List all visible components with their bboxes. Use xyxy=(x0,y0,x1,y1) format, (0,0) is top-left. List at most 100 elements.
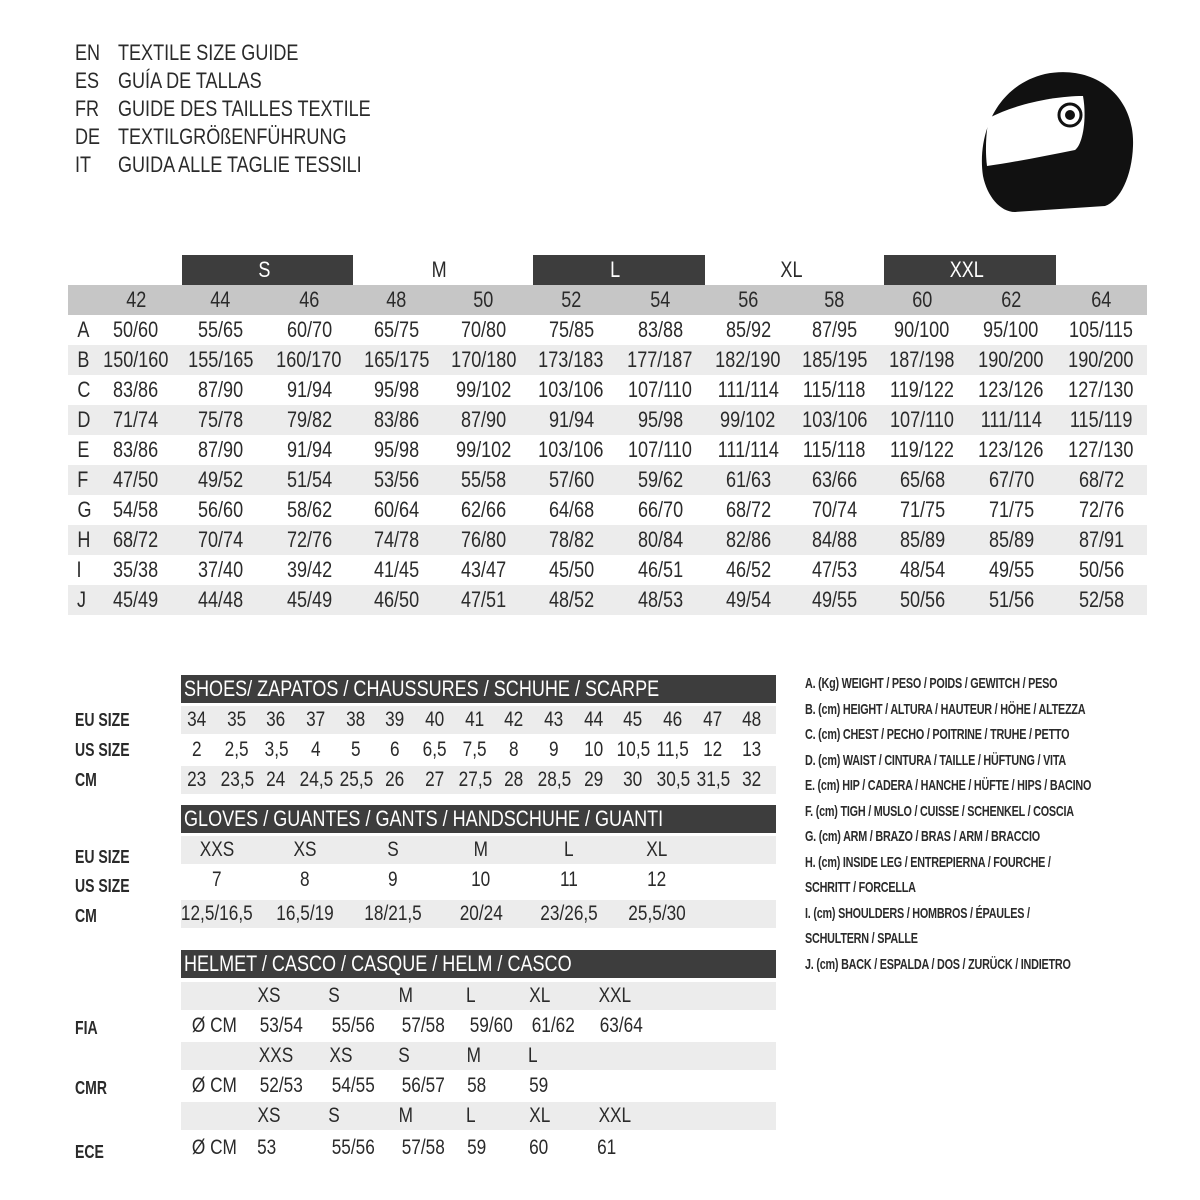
table-cell: 59/62 xyxy=(615,465,705,495)
cell-value: 115/118 xyxy=(803,437,866,462)
helmet-circumference: 52/53 xyxy=(255,1072,308,1100)
table-row: E 83/86 87/90 91/94 95/98 99/102 103/106 107/11… xyxy=(68,435,1147,465)
shoe-size: 10,5 xyxy=(613,736,653,764)
table-cell: 107/110 xyxy=(616,435,705,465)
table-cell: 150/160 xyxy=(96,345,176,375)
helmet-size-row: XS S M L XL XXL xyxy=(181,1102,776,1130)
helmet-value-row: Ø CM 52/53 54/55 56/57 58 59 xyxy=(181,1072,776,1100)
helmet-value: 57/58 xyxy=(401,1136,445,1159)
cell-value: 177/187 xyxy=(627,347,693,372)
cell-value: 47/51 xyxy=(460,587,507,612)
helmet-size-row: XXS XS S M L xyxy=(181,1042,776,1070)
cell-value: 107/110 xyxy=(628,437,692,462)
shoe-size-value: 6 xyxy=(390,738,400,761)
section-title: GLOVES / GUANTES / GANTS / HANDSCHUHE / … xyxy=(184,806,664,831)
legend-item: SCHRITT / FORCELLA xyxy=(805,877,959,899)
cell-value: 64/68 xyxy=(548,497,594,522)
cell-value: 111/114 xyxy=(980,407,1042,432)
helmet-circumference: 59 xyxy=(527,1072,550,1100)
gloves-header: GLOVES / GUANTES / GANTS / HANDSCHUHE / … xyxy=(181,805,776,833)
helmet-circumference: 60 xyxy=(527,1134,550,1162)
legend-item: D. (cm) WAIST / CINTURA / TAILLE / HÜFTU… xyxy=(805,750,1168,772)
gloves-eu-row: XXS XS S M L XL xyxy=(181,836,776,864)
cell-value: 83/88 xyxy=(637,317,683,342)
table-cell: 80/84 xyxy=(615,525,705,555)
cell-value: 95/98 xyxy=(637,407,683,432)
shoe-size: 7,5 xyxy=(455,736,495,764)
shoe-size: 44 xyxy=(574,706,614,734)
shoe-size: 41 xyxy=(455,706,495,734)
shoe-size-value: 43 xyxy=(544,708,564,731)
legend-text: I. (cm) SHOULDERS / HOMBROS / ÉPAULES / xyxy=(805,904,1030,922)
table-cell: 65/68 xyxy=(877,465,967,495)
shoe-size: 27,5 xyxy=(455,766,495,794)
helmet-size: L xyxy=(527,1042,539,1070)
table-cell: 60/64 xyxy=(353,495,441,525)
cell-value: 91/94 xyxy=(286,377,332,402)
eu-size-header: 62 xyxy=(966,285,1056,315)
helmet-size: L xyxy=(465,982,477,1010)
table-cell: 71/74 xyxy=(96,405,176,435)
table-cell: 39/42 xyxy=(266,555,353,585)
shoe-size: 47 xyxy=(693,706,733,734)
cell-value: 170/180 xyxy=(450,347,517,372)
table-cell: 173/183 xyxy=(526,345,616,375)
shoe-size: 28 xyxy=(494,766,534,794)
glove-size-value: 12 xyxy=(647,868,667,891)
language-code: IT xyxy=(75,152,92,177)
eu-size-header: 46 xyxy=(265,285,353,315)
table-row: G 54/58 56/60 58/62 60/64 62/66 64/68 66/70 68/7… xyxy=(68,495,1147,525)
shoe-size: 37 xyxy=(296,706,336,734)
shoe-size: 23,5 xyxy=(217,766,257,794)
row-label: J xyxy=(76,587,87,612)
size-band-label: XL xyxy=(779,257,803,282)
helmet-value-row: Ø CM 53 55/56 57/58 59 60 61 xyxy=(181,1134,776,1162)
glove-size-value: XS xyxy=(293,838,317,861)
cell-value: 44/48 xyxy=(197,587,244,612)
table-cell: 41/45 xyxy=(353,555,441,585)
cell-value: 65/68 xyxy=(899,467,945,492)
shoe-size: 42 xyxy=(494,706,534,734)
cell-value: 55/58 xyxy=(460,467,507,492)
shoe-size-value: 7,5 xyxy=(462,738,487,761)
eu-size: 56 xyxy=(737,287,759,312)
table-cell: 66/70 xyxy=(616,495,705,525)
eu-size: 42 xyxy=(125,287,146,312)
helmet-value: 57/58 xyxy=(401,1014,445,1037)
cell-value: 85/89 xyxy=(988,527,1034,552)
shoe-size: 25,5 xyxy=(336,766,376,794)
table-cell: 85/92 xyxy=(705,315,792,345)
table-cell: 155/165 xyxy=(175,345,266,375)
shoe-size-value: 35 xyxy=(226,708,247,731)
shoe-size: 36 xyxy=(256,706,296,734)
cell-value: 83/86 xyxy=(373,407,420,432)
glove-size: 25,5/30 xyxy=(613,900,701,928)
glove-size-value: 10 xyxy=(471,868,491,891)
helmet-size: XL xyxy=(527,1102,553,1130)
table-cell: 85/89 xyxy=(966,525,1056,555)
cell-value: 43/47 xyxy=(460,557,507,582)
table-cell: 79/82 xyxy=(265,405,353,435)
glove-size: 11 xyxy=(525,866,613,894)
shoe-size-value: 23,5 xyxy=(220,768,254,791)
table-row: J 45/49 44/48 45/49 46/50 47/51 48/52 48/53 49/5… xyxy=(68,585,1147,615)
cell-value: 127/130 xyxy=(1068,437,1134,462)
helmet-value: 52/53 xyxy=(259,1074,303,1097)
table-cell: 119/122 xyxy=(878,435,967,465)
cell-value: 90/100 xyxy=(894,317,950,342)
cell-value: 87/90 xyxy=(460,407,507,432)
helmet-unit: Ø CM xyxy=(187,1012,242,1040)
row-label-text: CM xyxy=(75,770,97,790)
measurement-letter: F xyxy=(68,465,96,495)
shoe-size: 12 xyxy=(693,736,733,764)
table-cell: 46/50 xyxy=(352,585,441,615)
cell-value: 99/102 xyxy=(720,407,776,432)
shoe-size: 30,5 xyxy=(653,766,693,794)
table-cell: 182/190 xyxy=(704,345,792,375)
helmet-size: M xyxy=(465,1042,483,1070)
helmet-value: 54/55 xyxy=(331,1074,375,1097)
helmet-size-value: XXS xyxy=(258,1044,294,1067)
table-cell: 43/47 xyxy=(441,555,527,585)
helmet-size-value: XL xyxy=(529,1104,551,1127)
glove-size-value: L xyxy=(564,838,574,861)
